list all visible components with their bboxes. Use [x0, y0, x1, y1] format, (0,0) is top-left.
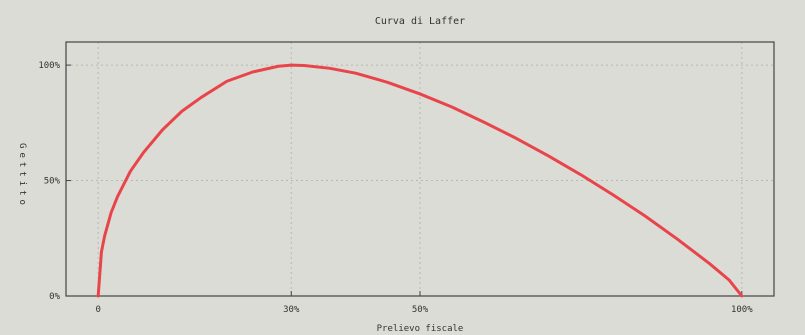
y-axis-label: Gettito	[17, 143, 27, 209]
x-tick-label: 100%	[731, 305, 753, 315]
y-tick-label: 50%	[44, 177, 61, 187]
axis-ticks: 0 30% 50% 100% 0% 50% 100%	[38, 61, 753, 315]
x-tick-label: 0	[95, 305, 100, 315]
x-tick-label: 50%	[412, 305, 429, 315]
y-tick-label: 0%	[49, 292, 60, 302]
y-tick-label: 100%	[38, 61, 60, 71]
series-line	[96, 63, 744, 298]
x-axis-label: Prelievo fiscale	[377, 324, 464, 334]
x-tick-label: 30%	[283, 305, 300, 315]
grid	[66, 42, 774, 297]
chart-title: Curva di Laffer	[375, 16, 465, 27]
